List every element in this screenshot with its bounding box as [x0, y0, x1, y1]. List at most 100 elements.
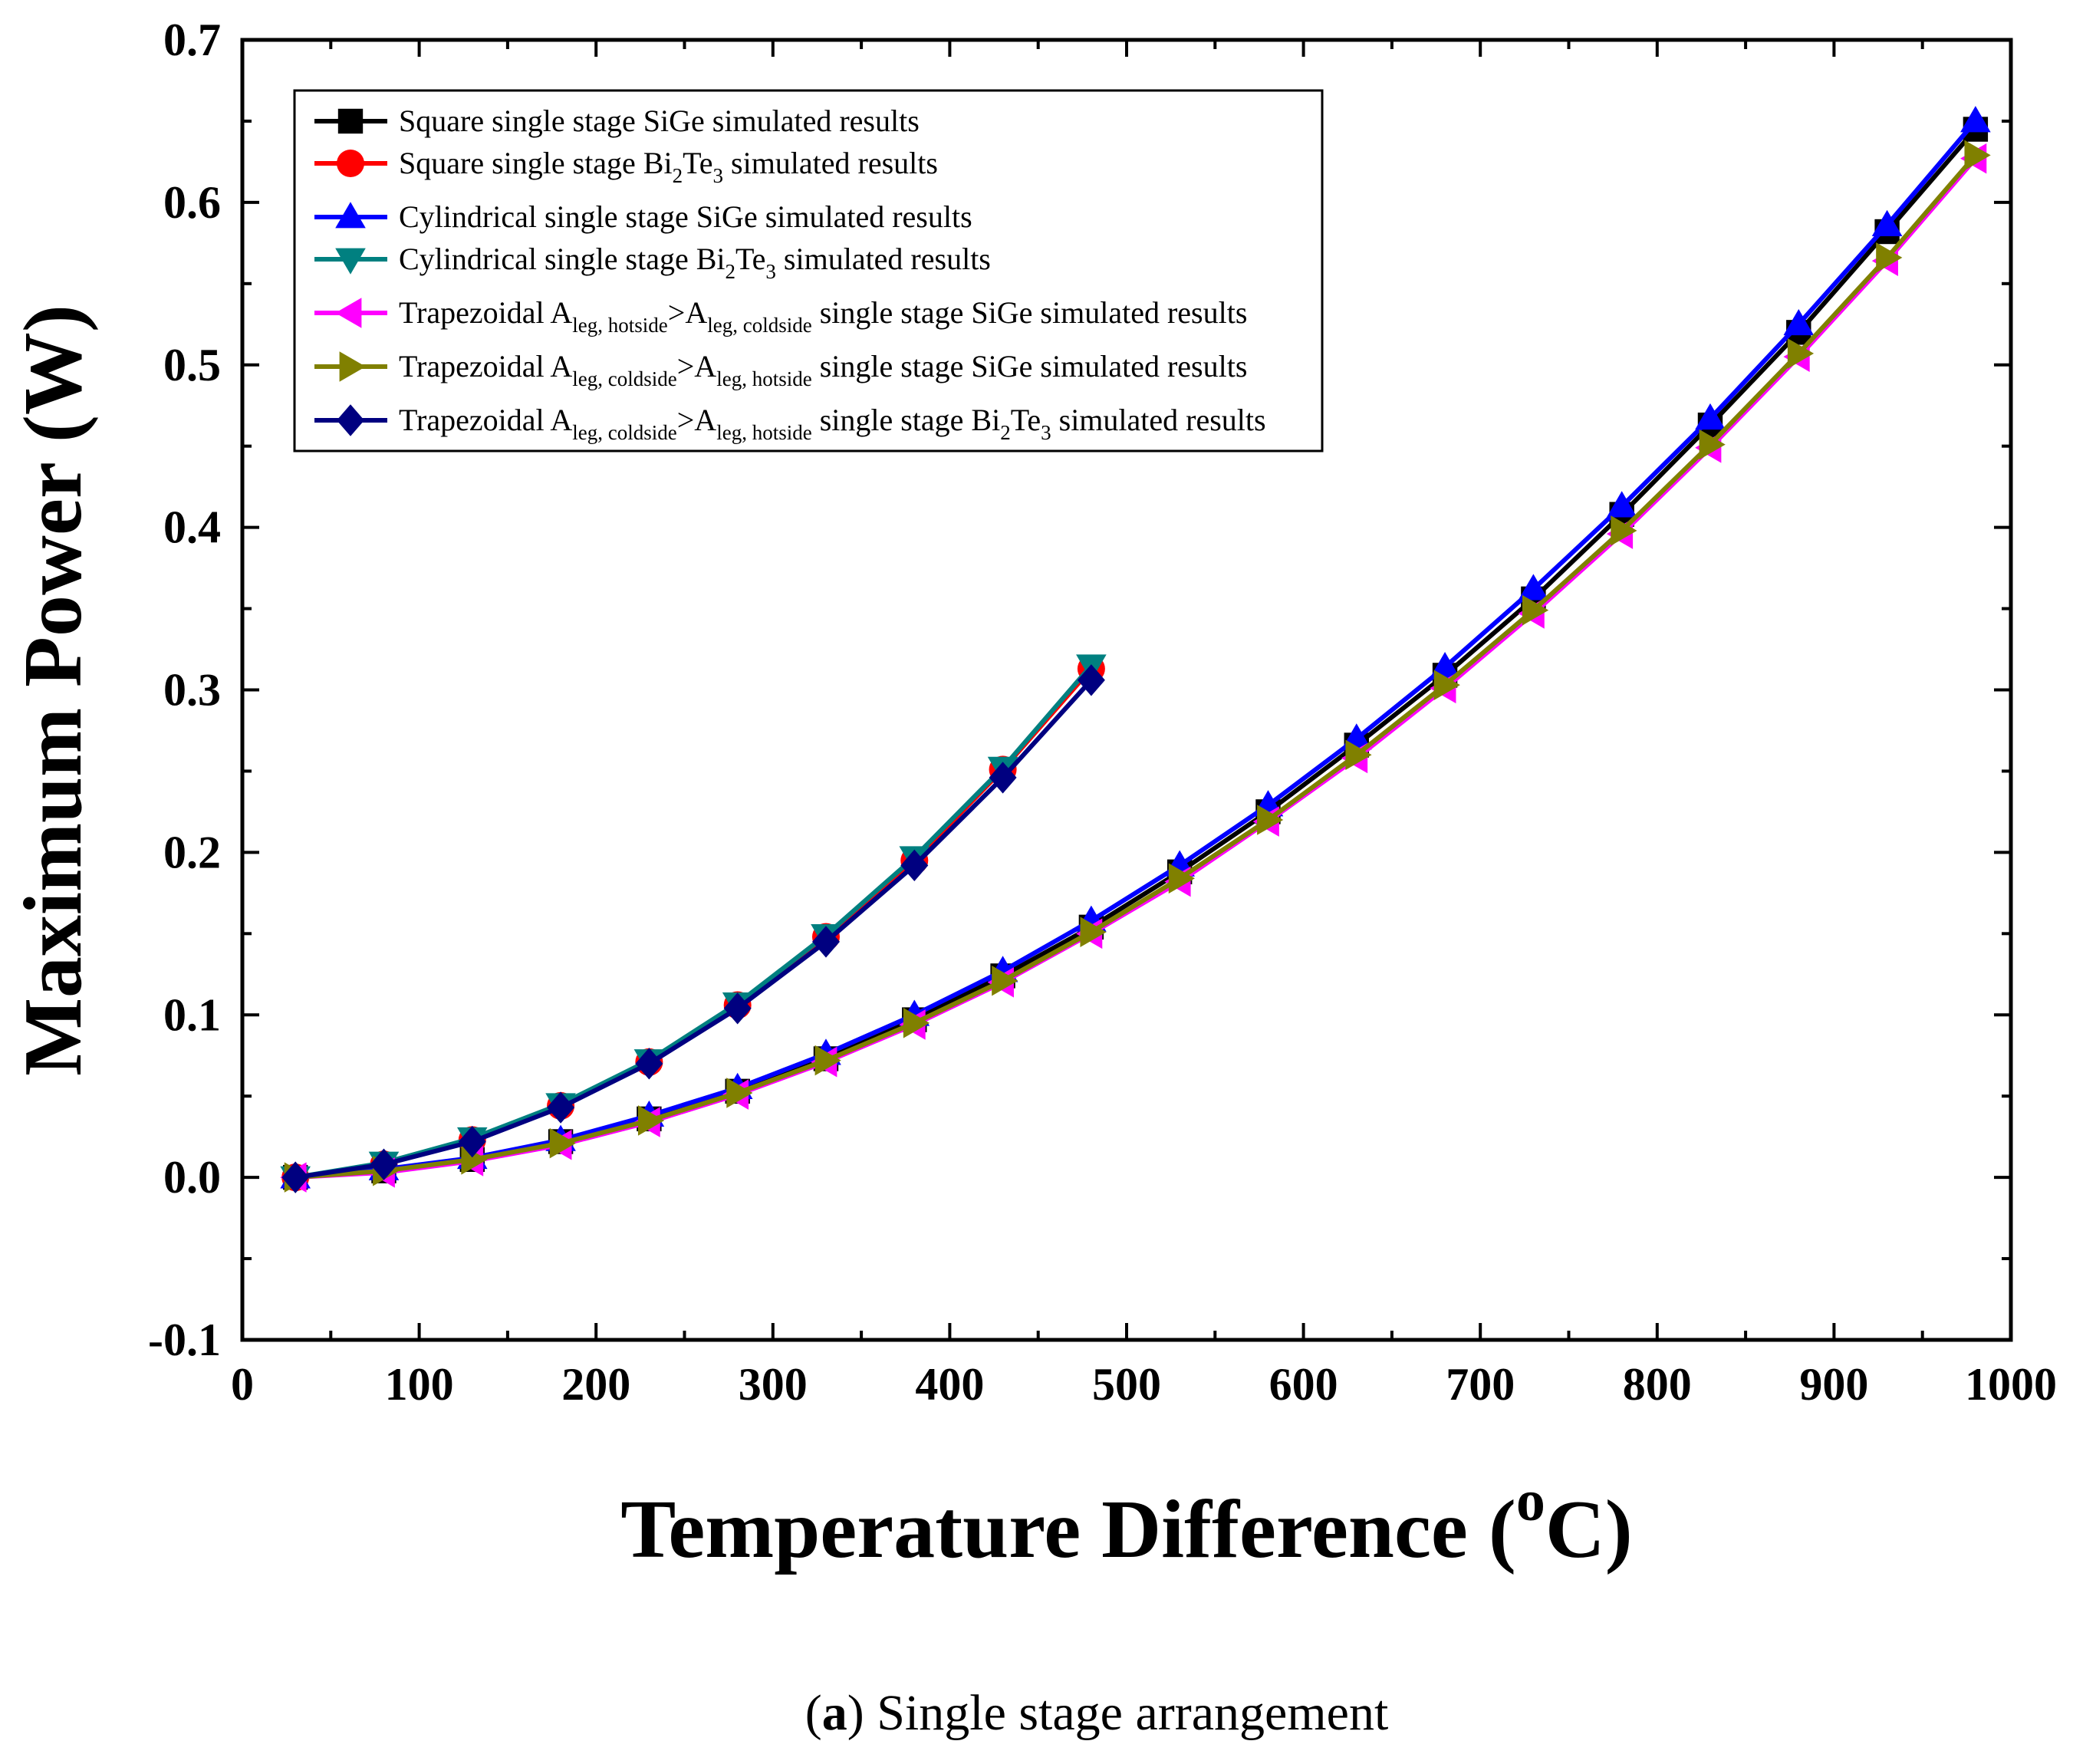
data-point	[814, 1045, 841, 1076]
legend-text-part: simulated results	[776, 242, 991, 276]
data-point	[549, 1127, 576, 1159]
data-point	[1522, 594, 1549, 626]
data-point	[1611, 515, 1637, 546]
legend-label: Trapezoidal Aleg, coldside>Aleg, hotside…	[399, 349, 1247, 390]
legend-subscript: 2	[673, 164, 683, 187]
data-point	[989, 762, 1017, 794]
x-axis-title-unit: C)	[1545, 1484, 1633, 1575]
data-point	[726, 1078, 753, 1108]
x-tick-label: 300	[739, 1359, 808, 1410]
legend-marker	[335, 298, 362, 328]
legend-label: Square single stage SiGe simulated resul…	[399, 104, 920, 138]
legend-label: Trapezoidal Aleg, hotside>Aleg, coldside…	[399, 295, 1247, 337]
data-point	[992, 965, 1018, 996]
legend-item: Trapezoidal Aleg, coldside>Aleg, hotside…	[314, 349, 1247, 390]
y-tick-label: 0.0	[163, 1152, 221, 1203]
legend-text-part: Cylindrical single stage Bi	[399, 242, 726, 276]
legend-subscript: leg, coldside	[572, 421, 676, 444]
x-tick-label: 400	[915, 1359, 984, 1410]
legend-text-part: single stage SiGe simulated results	[812, 349, 1248, 383]
y-tick-label: 0.1	[163, 989, 221, 1040]
x-tick-label: 200	[561, 1359, 630, 1410]
series-line	[294, 119, 1978, 1180]
legend-subscript: leg, hotside	[716, 421, 811, 444]
legend-label: Square single stage Bi2Te3 simulated res…	[399, 146, 938, 187]
series-4	[280, 654, 1107, 1193]
legend-text-part: Te	[735, 242, 765, 276]
data-point	[1168, 863, 1195, 894]
legend-text-part: Trapezoidal A	[399, 349, 572, 383]
data-point	[723, 992, 752, 1025]
legend: Square single stage SiGe simulated resul…	[293, 89, 1324, 453]
legend-text-part: Cylindrical single stage SiGe simulated …	[399, 199, 972, 234]
x-tick-label: 700	[1446, 1359, 1515, 1410]
data-point	[458, 1125, 486, 1158]
y-tick-label: -0.1	[148, 1315, 221, 1365]
legend-item: Cylindrical single stage Bi2Te3 simulate…	[314, 242, 991, 283]
data-point	[1077, 664, 1105, 696]
y-axis-title: Maximum Power (W)	[8, 304, 99, 1076]
legend-subscript: 3	[765, 260, 776, 283]
data-point	[637, 1105, 665, 1136]
legend-label: Cylindrical single stage SiGe simulated …	[399, 199, 972, 234]
legend-subscript: leg, hotside	[572, 314, 667, 337]
legend-label: Cylindrical single stage Bi2Te3 simulate…	[399, 242, 991, 283]
legend-marker	[339, 351, 366, 382]
legend-marker	[335, 248, 366, 275]
legend-subscript: 3	[1041, 421, 1051, 444]
x-axis-title-main: Temperature Difference (	[620, 1484, 1516, 1575]
y-tick-label: 0.3	[163, 665, 221, 716]
data-point	[1783, 308, 1815, 336]
legend-subscript: 3	[713, 164, 724, 187]
axis-ticks: 0 100 200 300 400 500 600 700 800 900 1000 -0.1 0.0 0…	[148, 15, 2057, 1410]
x-tick-label: 800	[1623, 1359, 1692, 1410]
caption-text: Single stage arrangement	[864, 1685, 1389, 1741]
legend-marker	[335, 202, 366, 229]
legend-subscript: leg, coldside	[707, 314, 811, 337]
legend-subscript: 2	[1000, 421, 1011, 444]
legend-subscript: leg, coldside	[572, 367, 676, 390]
data-point	[900, 849, 929, 882]
series-layer	[280, 106, 1991, 1193]
legend-text-part: Te	[683, 146, 712, 180]
series-line	[294, 663, 1094, 1180]
legend-item: Square single stage SiGe simulated resul…	[314, 104, 920, 138]
series-2	[281, 654, 1105, 1192]
legend-text-part: Te	[1011, 403, 1041, 437]
data-point	[1876, 242, 1903, 273]
data-point	[1430, 652, 1460, 679]
x-axis-title: Temperature Difference (oC)	[620, 1469, 1633, 1575]
series-7	[281, 664, 1105, 1193]
data-point	[1695, 403, 1726, 430]
data-point	[1960, 106, 1991, 133]
legend-item: Cylindrical single stage SiGe simulated …	[314, 199, 972, 234]
legend-item: Trapezoidal Aleg, coldside>Aleg, hotside…	[314, 403, 1266, 444]
caption-letter: a	[822, 1685, 847, 1741]
data-point	[1518, 574, 1549, 601]
legend-label: Trapezoidal Aleg, coldside>Aleg, hotside…	[399, 403, 1266, 444]
caption: (a) Single stage arrangement	[805, 1685, 1389, 1741]
legend-text-part: >A	[677, 349, 717, 383]
data-point	[1699, 429, 1726, 460]
legend-text-part: Square single stage Bi	[399, 146, 673, 180]
legend-text-part: >A	[677, 403, 717, 437]
data-point	[547, 1091, 575, 1124]
data-point	[903, 1008, 930, 1038]
x-tick-label: 600	[1269, 1359, 1338, 1410]
legend-marker	[337, 404, 364, 436]
y-tick-label: 0.5	[163, 340, 221, 390]
data-point	[1345, 739, 1372, 771]
legend-marker	[337, 150, 364, 177]
y-tick-label: 0.2	[163, 827, 221, 877]
data-point	[1257, 805, 1284, 835]
data-point	[1433, 670, 1460, 700]
x-tick-label: 500	[1092, 1359, 1161, 1410]
y-tick-label: 0.6	[163, 177, 221, 228]
legend-text-part: Trapezoidal A	[399, 295, 572, 330]
series-6	[284, 140, 1991, 1193]
legend-text-part: >A	[668, 295, 708, 330]
legend-subscript: leg, hotside	[716, 367, 811, 390]
data-point	[1964, 140, 1991, 171]
